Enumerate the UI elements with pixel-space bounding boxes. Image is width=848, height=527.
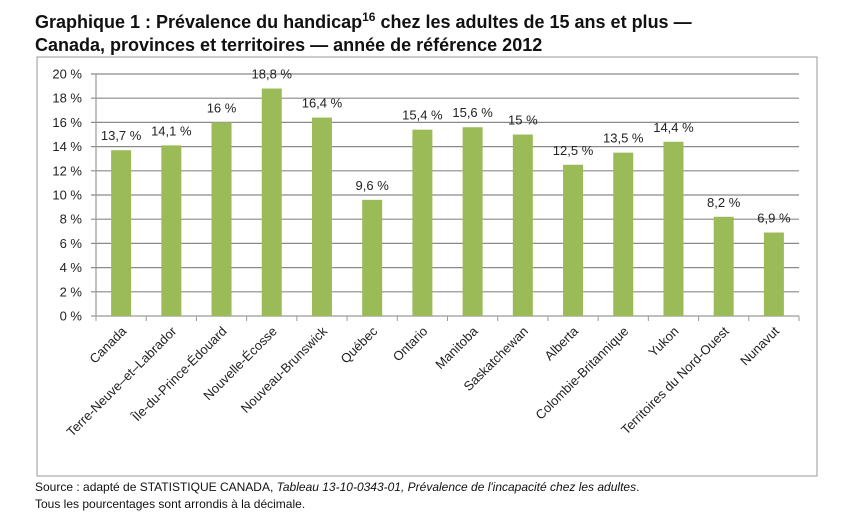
bar-0 [111,150,132,316]
y-tick-label: 2 % [60,284,83,299]
data-label: 14,4 % [653,120,694,135]
y-tick-label: 4 % [60,260,83,275]
y-tick-label: 16 % [52,115,82,130]
y-tick-label: 18 % [52,91,82,106]
data-label: 15,6 % [452,105,493,120]
data-label: 15 % [508,113,538,128]
bar-13 [763,232,784,316]
y-tick-label: 0 % [60,309,83,324]
data-label: 16,4 % [302,96,343,111]
y-tick-label: 10 % [52,188,82,203]
data-label: 13,7 % [101,128,142,143]
bar-9 [563,164,584,316]
source-note: Tous les pourcentages sont arrondis à la… [35,497,305,511]
bar-12 [713,216,734,316]
data-label: 9,6 % [356,178,390,193]
bar-10 [613,152,634,316]
source-line: Source : adapté de STATISTIQUE CANADA, T… [35,480,639,494]
data-label: 8,2 % [707,195,741,210]
data-label: 6,9 % [757,211,791,226]
y-tick-label: 14 % [52,139,82,154]
y-tick-label: 12 % [52,163,82,178]
bar-3 [261,88,282,317]
data-label: 15,4 % [402,108,443,123]
data-label: 13,5 % [603,131,644,146]
chart-title-line2: Canada, provinces et territoires — année… [35,35,542,55]
data-label: 16 % [207,100,237,115]
y-tick-label: 8 % [60,212,83,227]
bar-5 [362,199,383,316]
bar-2 [211,122,232,317]
bar-6 [412,129,433,316]
bar-7 [462,127,483,317]
data-label: 12,5 % [553,143,594,158]
chart-title-line1: Graphique 1 : Prévalence du handicap16 c… [35,10,692,32]
bar-11 [663,141,684,316]
bar-4 [311,117,332,316]
bar-8 [512,134,533,316]
y-tick-label: 20 % [52,67,82,82]
data-label: 18,8 % [252,67,293,82]
y-tick-label: 6 % [60,236,83,251]
bar-1 [161,145,182,316]
data-label: 14,1 % [151,123,192,138]
